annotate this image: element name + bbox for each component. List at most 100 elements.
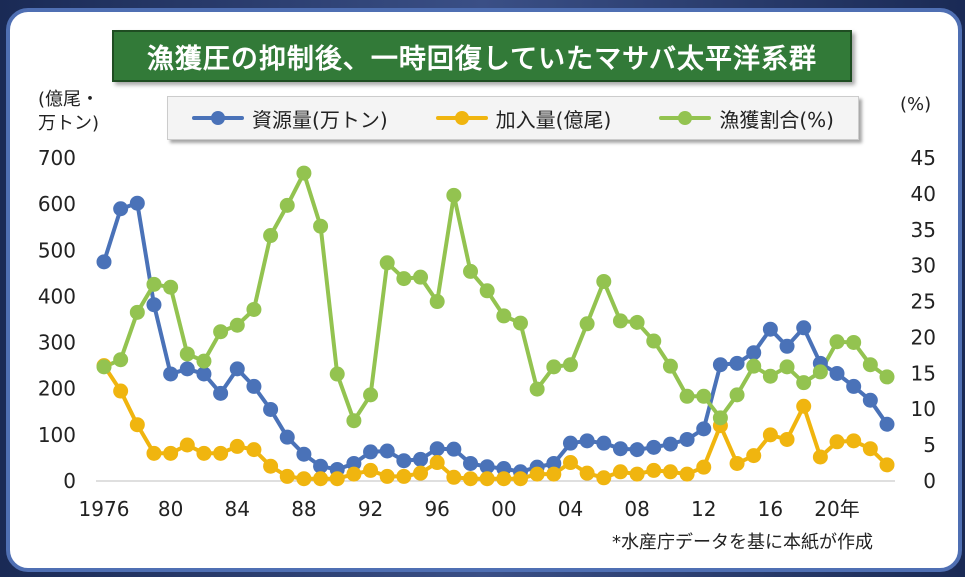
legend: 資源量(万トン) 加入量(億尾) 漁獲割合(%): [167, 96, 859, 140]
data-point-catch-ratio: [612, 313, 628, 329]
data-point-stock: [279, 429, 295, 445]
right-axis-tick-label: 5: [923, 433, 936, 457]
legend-marker-stock: [192, 111, 245, 125]
data-point-stock: [413, 451, 429, 467]
x-axis-tick-label: 88: [291, 497, 316, 521]
data-point-stock: [246, 378, 262, 394]
data-point-catch-ratio: [429, 294, 445, 310]
data-point-recruitment: [879, 457, 895, 473]
left-axis-tick-label: 700: [38, 146, 76, 170]
legend-item-catch-ratio: 漁獲割合(%): [659, 104, 834, 133]
data-point-catch-ratio: [96, 359, 112, 375]
legend-marker-catch-ratio: [659, 111, 712, 125]
data-point-stock: [629, 442, 645, 458]
x-axis-tick-label: 1976: [79, 497, 130, 521]
data-point-stock: [429, 441, 445, 457]
data-point-recruitment: [596, 470, 612, 486]
data-point-stock: [446, 441, 462, 457]
data-point-stock: [463, 455, 479, 471]
data-point-stock: [862, 392, 878, 408]
right-axis-tick-label: 35: [911, 218, 936, 242]
legend-label-catch-ratio: 漁獲割合(%): [719, 107, 834, 132]
x-axis-tick-label: 04: [558, 497, 583, 521]
data-point-recruitment: [512, 471, 528, 487]
data-point-stock: [829, 365, 845, 381]
data-point-catch-ratio: [712, 410, 728, 426]
data-point-recruitment: [163, 445, 179, 461]
data-point-recruitment: [779, 431, 795, 447]
data-point-catch-ratio: [129, 304, 145, 320]
left-axis-tick-label: 200: [38, 377, 76, 401]
data-point-catch-ratio: [496, 308, 512, 324]
left-axis-tick-label: 500: [38, 238, 76, 262]
data-point-catch-ratio: [479, 283, 495, 299]
data-point-stock: [646, 439, 662, 455]
data-point-stock: [596, 435, 612, 451]
data-point-stock: [879, 416, 895, 432]
data-point-recruitment: [313, 471, 329, 487]
data-point-recruitment: [679, 466, 695, 482]
x-axis-tick-label: 16: [758, 497, 783, 521]
data-point-stock: [113, 201, 129, 217]
data-point-recruitment: [179, 437, 195, 453]
data-point-recruitment: [646, 462, 662, 478]
data-point-stock: [263, 401, 279, 417]
data-point-recruitment: [479, 471, 495, 487]
data-point-recruitment: [246, 442, 262, 458]
data-point-recruitment: [346, 466, 362, 482]
data-point-stock: [229, 361, 245, 377]
data-point-catch-ratio: [363, 387, 379, 403]
data-point-catch-ratio: [796, 375, 812, 391]
data-point-recruitment: [213, 445, 229, 461]
data-point-catch-ratio: [146, 276, 162, 292]
data-point-catch-ratio: [696, 388, 712, 404]
data-point-stock: [179, 361, 195, 377]
right-axis-tick-label: 0: [923, 469, 936, 493]
data-point-recruitment: [662, 464, 678, 480]
data-point-recruitment: [762, 427, 778, 443]
x-axis-tick-label: 92: [358, 497, 383, 521]
data-point-catch-ratio: [512, 315, 528, 331]
x-axis-tick-label: 12: [691, 497, 716, 521]
data-point-recruitment: [146, 445, 162, 461]
data-point-catch-ratio: [263, 228, 279, 244]
source-note: *水産庁データを基に本紙が作成: [612, 532, 873, 553]
data-point-recruitment: [113, 383, 129, 399]
data-point-catch-ratio: [196, 353, 212, 369]
data-point-stock: [696, 421, 712, 437]
data-point-recruitment: [446, 469, 462, 485]
data-point-stock: [729, 355, 745, 371]
legend-item-stock: 資源量(万トン): [192, 104, 388, 133]
data-point-recruitment: [329, 471, 345, 487]
right-axis-tick-label: 20: [911, 325, 936, 349]
data-point-recruitment: [862, 441, 878, 457]
right-axis-tick-label: 15: [911, 361, 936, 385]
data-point-stock: [213, 385, 229, 401]
data-point-catch-ratio: [213, 324, 229, 340]
data-point-stock: [146, 297, 162, 313]
data-point-catch-ratio: [746, 358, 762, 374]
data-point-catch-ratio: [413, 269, 429, 285]
data-point-stock: [612, 441, 628, 457]
data-point-catch-ratio: [313, 218, 329, 234]
data-point-stock: [679, 431, 695, 447]
data-point-recruitment: [612, 464, 628, 480]
legend-label-recruitment: 加入量(億尾): [495, 107, 612, 132]
data-point-recruitment: [379, 468, 395, 484]
x-axis-tick-label: 96: [424, 497, 449, 521]
data-point-catch-ratio: [646, 333, 662, 349]
data-point-stock: [196, 366, 212, 382]
chart-title: 漁獲圧の抑制後、一時回復していたマサバ太平洋系群: [112, 30, 852, 82]
data-point-catch-ratio: [779, 359, 795, 375]
x-axis-tick-label: 00: [491, 497, 516, 521]
data-point-catch-ratio: [329, 366, 345, 382]
data-point-recruitment: [363, 462, 379, 478]
data-point-recruitment: [629, 466, 645, 482]
data-point-catch-ratio: [229, 317, 245, 333]
data-point-stock: [562, 435, 578, 451]
data-point-recruitment: [746, 448, 762, 464]
right-axis-tick-label: 25: [911, 290, 936, 314]
data-point-recruitment: [129, 417, 145, 433]
data-point-stock: [479, 459, 495, 475]
